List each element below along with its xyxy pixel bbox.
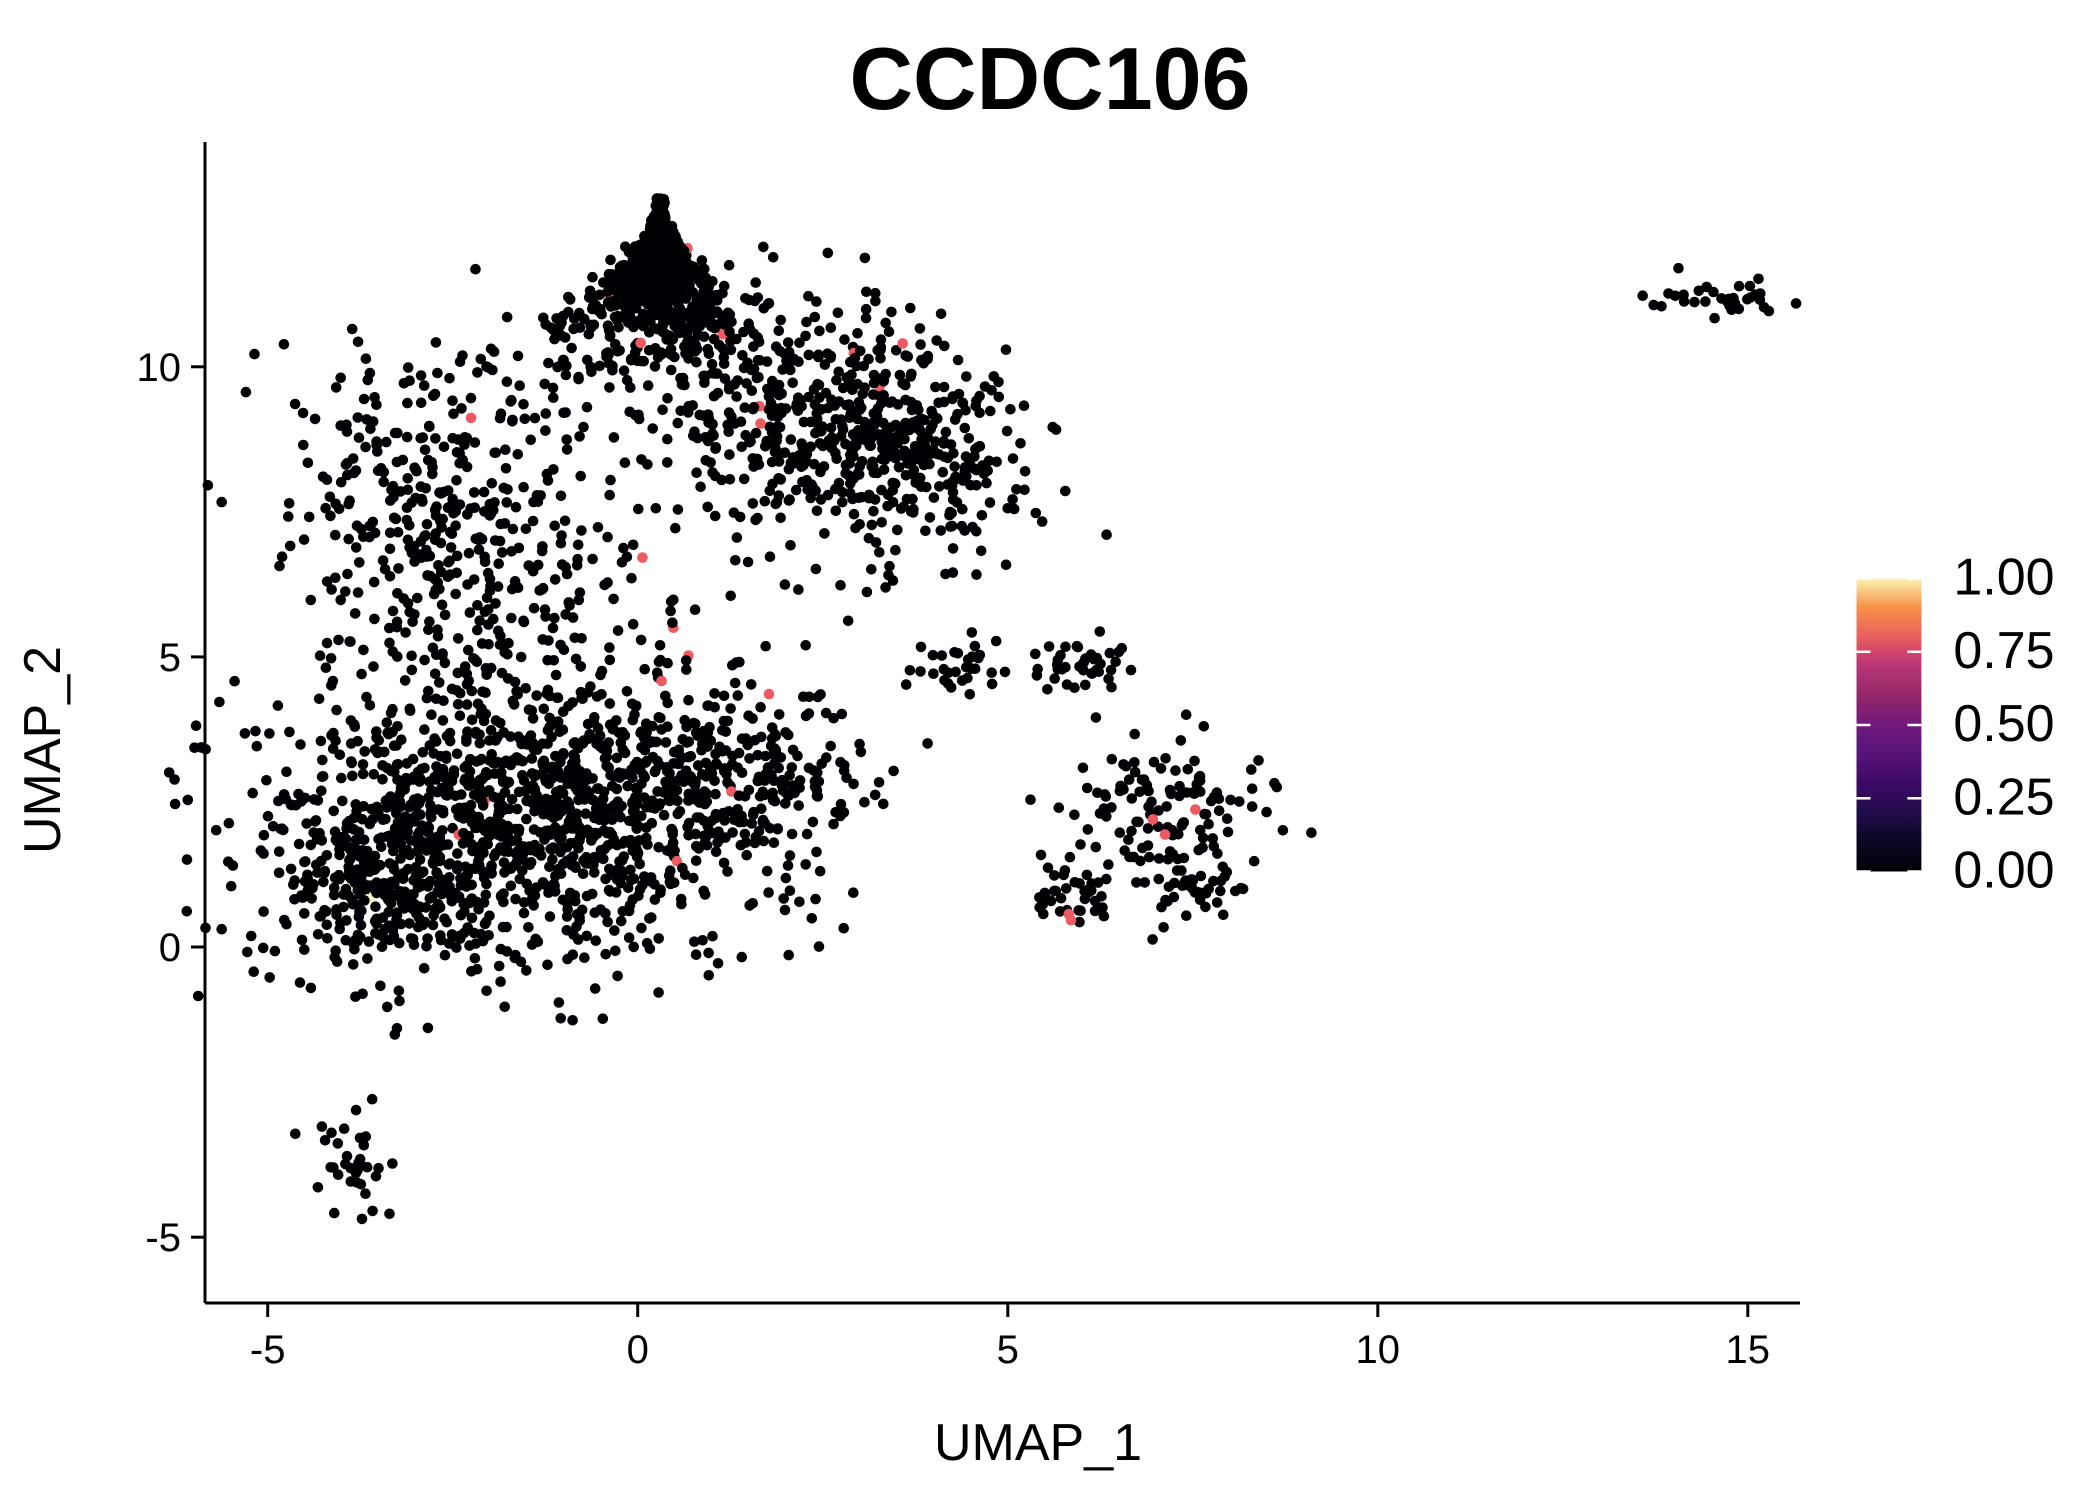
svg-text:-5: -5	[145, 1216, 181, 1260]
svg-text:1.00: 1.00	[1953, 549, 2054, 607]
svg-text:15: 15	[1726, 1328, 1771, 1372]
svg-text:5: 5	[997, 1328, 1019, 1372]
svg-text:0.75: 0.75	[1953, 622, 2054, 680]
svg-text:0: 0	[627, 1328, 649, 1372]
svg-text:0.25: 0.25	[1953, 768, 2054, 826]
svg-text:0.50: 0.50	[1953, 695, 2054, 753]
svg-text:5: 5	[159, 636, 181, 680]
svg-text:0: 0	[159, 926, 181, 970]
svg-text:-5: -5	[250, 1328, 286, 1372]
svg-text:UMAP_2: UMAP_2	[14, 646, 72, 854]
svg-text:10: 10	[137, 346, 182, 390]
svg-text:10: 10	[1356, 1328, 1401, 1372]
svg-text:0.00: 0.00	[1953, 842, 2054, 900]
svg-text:UMAP_1: UMAP_1	[934, 1414, 1142, 1472]
